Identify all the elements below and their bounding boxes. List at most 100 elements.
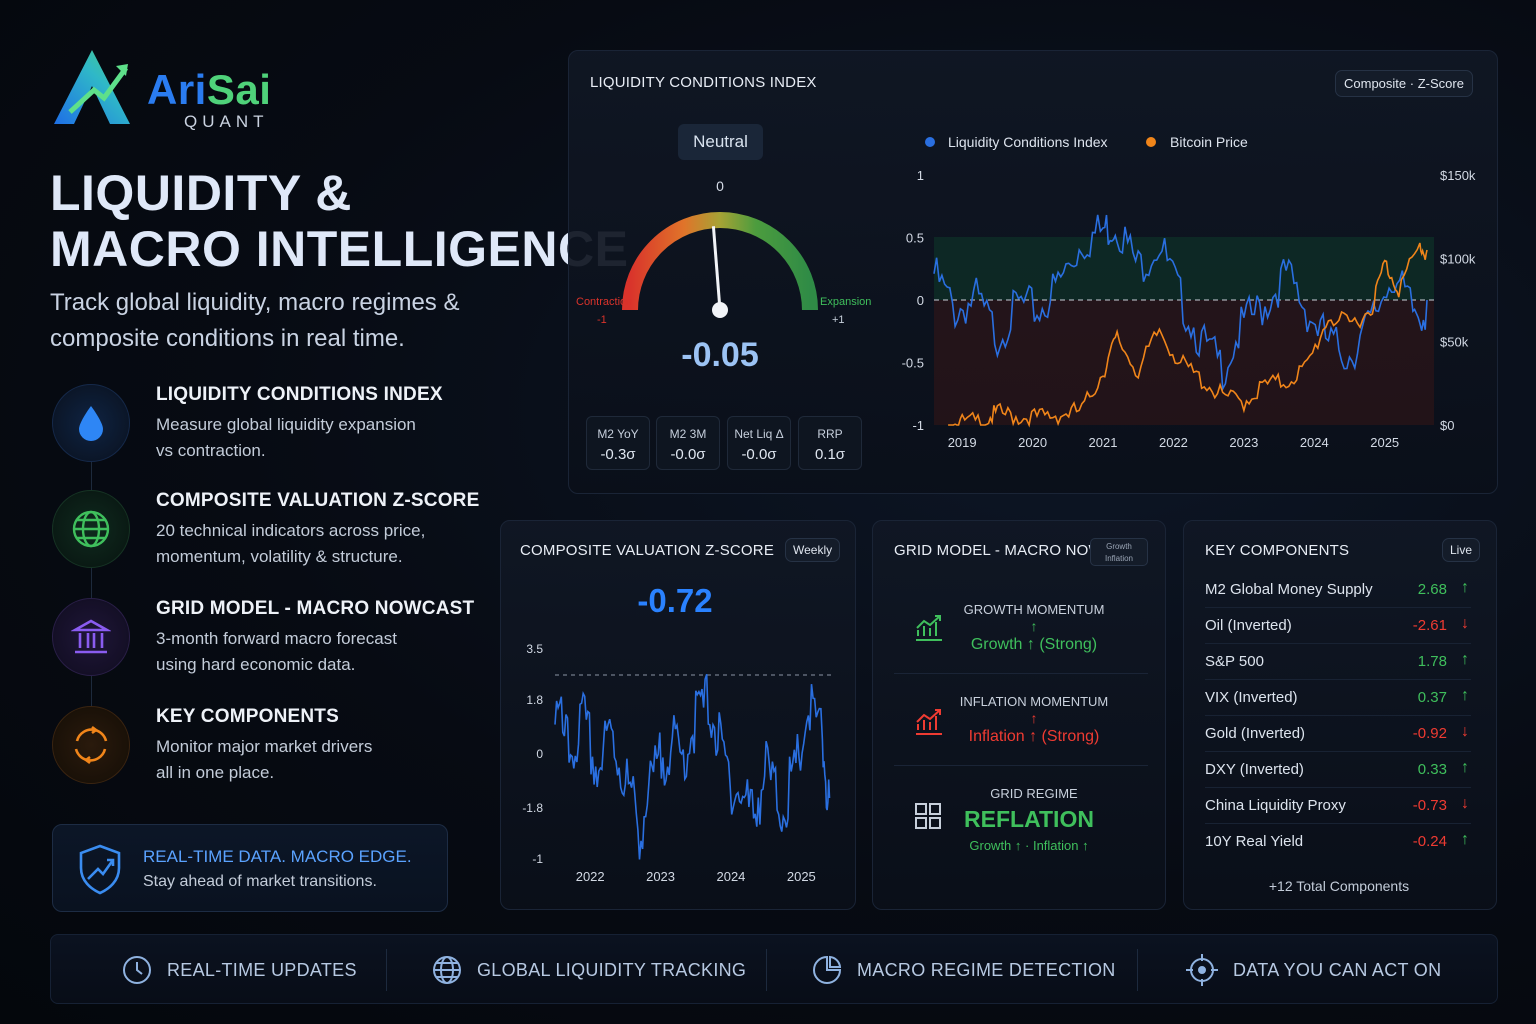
brand-name-part2: Sai — [206, 66, 272, 113]
crosshair-icon — [1186, 954, 1218, 986]
total-components-link[interactable]: +12 Total Components — [1268, 878, 1410, 894]
metric-net-liq: Net Liq Δ -0.0σ — [727, 416, 791, 470]
component-row[interactable]: 10Y Real Yield -0.24 ↑ — [1205, 824, 1471, 860]
arrow-up-icon: ↑ — [1461, 759, 1469, 776]
y-right-tick: $100k — [1440, 251, 1476, 266]
component-name: Gold (Inverted) — [1205, 725, 1306, 742]
bottom-item-actionable: DATA YOU CAN ACT ON — [1185, 935, 1441, 1005]
gauge-needle — [711, 226, 722, 311]
inflation-momentum-card: INFLATION MOMENTUM ↑ Inflation ↑ (Strong… — [894, 680, 1148, 766]
droplet-icon — [52, 384, 130, 462]
component-name: 10Y Real Yield — [1205, 833, 1304, 850]
grid-regime-card: GRID REGIME REFLATION Growth ↑ · Inflati… — [894, 772, 1148, 872]
pie-chart-icon — [813, 955, 842, 984]
component-name: M2 Global Money Supply — [1205, 581, 1373, 598]
regime-detail: Growth ↑ · Inflation ↑ — [969, 838, 1089, 853]
arrow-up-icon: ↑ — [1461, 687, 1469, 704]
clock-icon — [123, 956, 151, 984]
inflation-trend-icon — [916, 709, 942, 735]
y-right-tick: $0 — [1440, 418, 1454, 433]
y-left-tick: 1 — [917, 168, 924, 183]
metric-label: M2 3M — [669, 427, 707, 441]
bottom-item-realtime: REAL-TIME UPDATES — [121, 935, 357, 1005]
grid-model-panel — [872, 520, 1166, 910]
metric-m2-yoy: M2 YoY -0.3σ — [586, 416, 650, 470]
brand-name-part1: Ari — [147, 66, 207, 113]
metric-value: -0.3σ — [600, 446, 636, 463]
arrow-down-icon: ↓ — [1461, 795, 1469, 812]
gauge-hub — [712, 302, 728, 318]
feature-zscore: COMPOSITE VALUATION Z-SCORE 20 technical… — [50, 490, 490, 580]
shield-icon — [77, 843, 123, 900]
edge-callout: REAL-TIME DATA. MACRO EDGE. Stay ahead o… — [52, 824, 448, 912]
growth-trend-icon — [916, 615, 942, 641]
y-tick: -1 — [532, 852, 543, 866]
zscore-period-badge[interactable]: Weekly — [785, 538, 841, 562]
growth-arrow: ↑ — [1030, 618, 1038, 634]
gauge-right-label: Expansion — [820, 296, 871, 308]
component-row[interactable]: DXY (Inverted) 0.33 ↑ — [1205, 752, 1471, 788]
component-value: -0.92 — [1412, 725, 1447, 742]
x-tick: 2024 — [716, 869, 745, 884]
divider — [766, 949, 767, 991]
feature-title: KEY COMPONENTS — [156, 706, 339, 727]
brand-subtitle: QUANT — [184, 112, 269, 131]
x-tick: 2022 — [576, 869, 605, 884]
grid-model-badge[interactable]: Growth Inflation — [1090, 538, 1148, 566]
arrow-up-icon: ↑ — [1461, 579, 1469, 596]
component-row[interactable]: M2 Global Money Supply 2.68 ↑ — [1205, 572, 1471, 608]
y-right-tick: $150k — [1440, 168, 1476, 183]
metric-value: 0.1σ — [814, 446, 846, 463]
feature-desc: Monitor major market drivers all in one … — [156, 734, 476, 786]
y-right-tick: $50k — [1440, 335, 1469, 350]
y-tick: 3.5 — [526, 642, 543, 656]
component-row[interactable]: VIX (Inverted) 0.37 ↑ — [1205, 680, 1471, 716]
feature-desc: 20 technical indicators across price, mo… — [156, 518, 476, 570]
legend-lci-label: Liquidity Conditions Index — [948, 134, 1108, 150]
x-tick: 2019 — [948, 435, 977, 450]
zscore-panel — [500, 520, 856, 910]
live-badge[interactable]: Live — [1442, 538, 1481, 562]
arrow-down-icon: ↓ — [1461, 615, 1469, 632]
lci-mode-badge[interactable]: Composite · Z-Score — [1335, 70, 1473, 97]
component-row[interactable]: Gold (Inverted) -0.92 ↓ — [1205, 716, 1471, 752]
feature-desc-line: all in one place. — [156, 763, 275, 782]
grid-icon — [915, 803, 941, 829]
bottom-item-label: MACRO REGIME DETECTION — [857, 959, 1116, 980]
x-tick: 2025 — [787, 869, 816, 884]
component-row[interactable]: Oil (Inverted) -2.61 ↓ — [1205, 608, 1471, 644]
y-tick: 1.8 — [526, 693, 543, 707]
metric-label: Net Liq Δ — [734, 427, 784, 441]
gauge-arc — [622, 212, 818, 311]
grid-badge-line2: Inflation — [1104, 554, 1134, 563]
metric-value: -0.0σ — [670, 446, 706, 463]
lci-btc-chart: Liquidity Conditions Index Bitcoin Price… — [902, 134, 1476, 450]
feature-desc-line: 3-month forward macro forecast — [156, 629, 397, 648]
contraction-zone — [934, 300, 1434, 425]
y-left-tick: 0.5 — [906, 231, 924, 246]
growth-value: Growth ↑ (Strong) — [970, 636, 1098, 653]
feature-desc: 3-month forward macro forecast using har… — [156, 626, 476, 678]
arrow-up-icon: ↑ — [1461, 831, 1469, 848]
gauge-left-label: Contraction — [576, 296, 632, 308]
growth-momentum-card: GROWTH MOMENTUM ↑ Growth ↑ (Strong) — [894, 588, 1148, 674]
feature-liquidity: LIQUIDITY CONDITIONS INDEX Measure globa… — [50, 384, 490, 474]
hero-title-line1: LIQUIDITY & — [50, 165, 352, 221]
lci-panel-title: LIQUIDITY CONDITIONS INDEX — [590, 74, 817, 91]
metric-label: RRP — [817, 427, 843, 441]
x-tick: 2025 — [1370, 435, 1399, 450]
feature-desc-line: using hard economic data. — [156, 655, 356, 674]
y-tick: -1.8 — [522, 801, 543, 815]
component-row[interactable]: China Liquidity Proxy -0.73 ↓ — [1205, 788, 1471, 824]
divider — [1137, 949, 1138, 991]
hero-title: LIQUIDITY & MACRO INTELLIGENCE — [50, 165, 628, 277]
component-row[interactable]: S&P 500 1.78 ↑ — [1205, 644, 1471, 680]
growth-label: GROWTH MOMENTUM — [963, 602, 1105, 617]
gauge-left-value: -1 — [597, 314, 607, 326]
component-value: -0.73 — [1412, 797, 1447, 814]
liquidity-gauge: 0 Contraction -1 Expansion +1 — [576, 178, 871, 326]
x-tick: 2023 — [646, 869, 675, 884]
component-value: 0.33 — [1417, 761, 1447, 778]
feature-title: COMPOSITE VALUATION Z-SCORE — [156, 490, 480, 511]
feature-connector — [91, 458, 92, 494]
